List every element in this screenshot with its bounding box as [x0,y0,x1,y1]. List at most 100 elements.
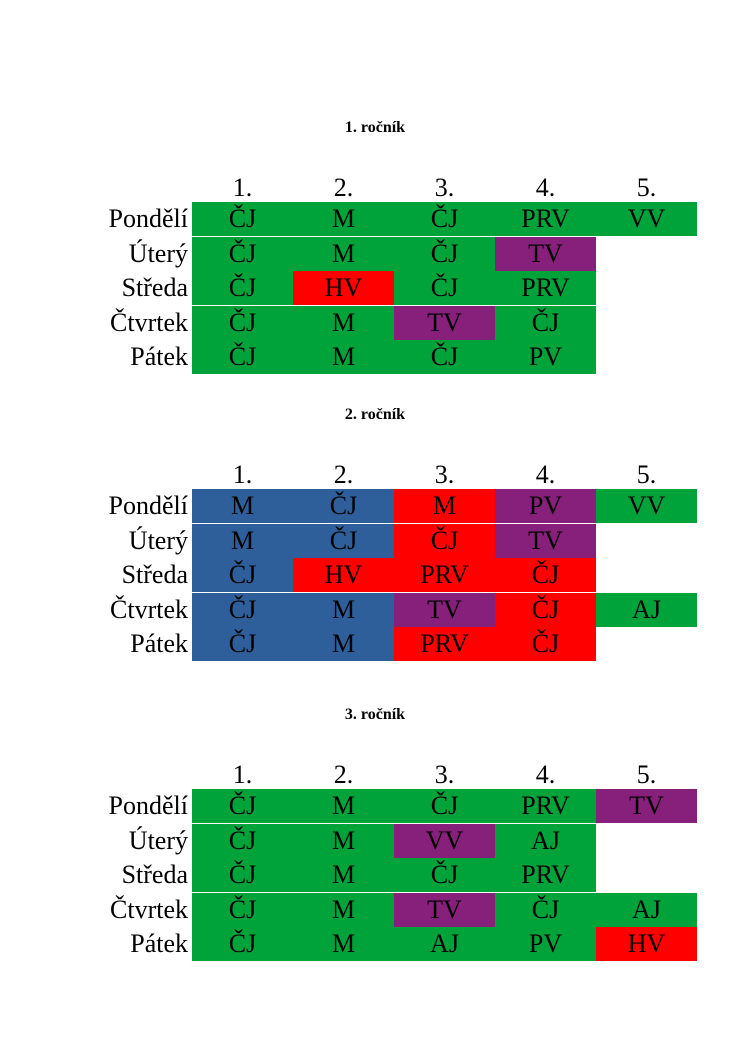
lesson-cell: ČJ [495,892,596,927]
lesson-cell: PRV [495,271,596,306]
lesson-cell: M [293,340,394,375]
lesson-cell: ČJ [495,558,596,593]
lesson-cell: ČJ [394,340,495,375]
lesson-cell: TV [394,592,495,627]
lesson-cell: M [293,789,394,823]
period-header: 3. [434,173,455,202]
empty-cell [596,627,697,661]
period-header: 2. [333,460,354,489]
period-header: 5. [636,173,657,202]
empty-cell [596,824,697,858]
lesson-cell: TV [596,789,697,823]
lesson-cell: ČJ [293,523,394,558]
lesson-cell: M [293,927,394,962]
day-label: Čtvrtek [110,594,188,624]
timetable-title: 1. ročník [344,119,406,136]
day-label: Středa [121,560,188,590]
lesson-cell: ČJ [394,789,495,823]
day-label: Pátek [130,929,188,959]
lesson-cell: TV [394,305,495,340]
day-label: Středa [121,273,188,303]
day-label: Pátek [130,629,188,659]
period-header: 1. [232,760,253,789]
day-label: Úterý [128,238,188,268]
lesson-cell: ČJ [394,236,495,271]
day-label: Čtvrtek [110,894,188,924]
lesson-cell: ČJ [394,202,495,236]
lesson-cell: TV [495,523,596,558]
period-header: 3. [434,760,455,789]
lesson-cell: PRV [394,627,495,662]
lesson-cell: PV [495,927,596,962]
day-label: Úterý [128,525,188,555]
lesson-cell: ČJ [192,789,293,823]
day-label: Úterý [128,825,188,855]
lesson-cell: M [192,489,293,523]
period-header: 4. [535,173,556,202]
lesson-cell: M [293,236,394,271]
lesson-cell: HV [293,558,394,593]
lesson-cell: AJ [394,927,495,962]
timetable-title: 3. ročník [344,706,406,723]
day-label: Pondělí [108,204,188,233]
lesson-cell: ČJ [192,340,293,375]
lesson-cell: PRV [495,202,596,236]
lesson-cell: ČJ [192,236,293,271]
lesson-cell: ČJ [192,927,293,962]
day-label: Čtvrtek [110,307,188,337]
lesson-cell: M [293,627,394,662]
lesson-cell: PV [495,489,596,523]
period-header: 4. [535,760,556,789]
lesson-cell: M [293,202,394,236]
empty-cell [596,237,697,271]
lesson-cell: ČJ [394,523,495,558]
period-header: 1. [232,173,253,202]
period-header: 5. [636,460,657,489]
period-header: 2. [333,173,354,202]
lesson-cell: ČJ [495,592,596,627]
lesson-cell: M [293,592,394,627]
lesson-cell: M [293,858,394,893]
lesson-cell: ČJ [495,305,596,340]
lesson-cell: ČJ [192,305,293,340]
lesson-cell: ČJ [192,558,293,593]
lesson-cell: ČJ [192,627,293,662]
empty-cell [596,340,697,374]
lesson-cell: TV [394,892,495,927]
lesson-cell: AJ [495,823,596,858]
day-label: Středa [121,860,188,890]
period-header: 5. [636,760,657,789]
lesson-cell: HV [293,271,394,306]
lesson-cell: AJ [596,592,697,627]
day-label: Pondělí [108,791,188,820]
timetable-title: 2. ročník [344,406,406,423]
lesson-cell: ČJ [192,823,293,858]
lesson-cell: PRV [394,558,495,593]
lesson-cell: ČJ [394,271,495,306]
lesson-cell: M [293,823,394,858]
day-label: Pátek [130,342,188,372]
lesson-cell: ČJ [394,858,495,893]
lesson-cell: M [293,892,394,927]
lesson-cell: PV [495,340,596,375]
lesson-cell: TV [495,236,596,271]
lesson-cell: ČJ [192,592,293,627]
lesson-cell: PRV [495,858,596,893]
empty-cell [596,306,697,340]
lesson-cell: HV [596,927,697,962]
period-header: 4. [535,460,556,489]
lesson-cell: ČJ [192,202,293,236]
lesson-cell: ČJ [192,858,293,893]
period-header: 3. [434,460,455,489]
lesson-cell: ČJ [495,627,596,662]
lesson-cell: M [293,305,394,340]
lesson-cell: M [192,523,293,558]
day-label: Pondělí [108,491,188,520]
lesson-cell: ČJ [293,489,394,523]
lesson-cell: M [394,489,495,523]
period-header: 2. [333,760,354,789]
empty-cell [596,558,697,592]
lesson-cell: ČJ [192,892,293,927]
empty-cell [596,858,697,892]
lesson-cell: VV [394,823,495,858]
